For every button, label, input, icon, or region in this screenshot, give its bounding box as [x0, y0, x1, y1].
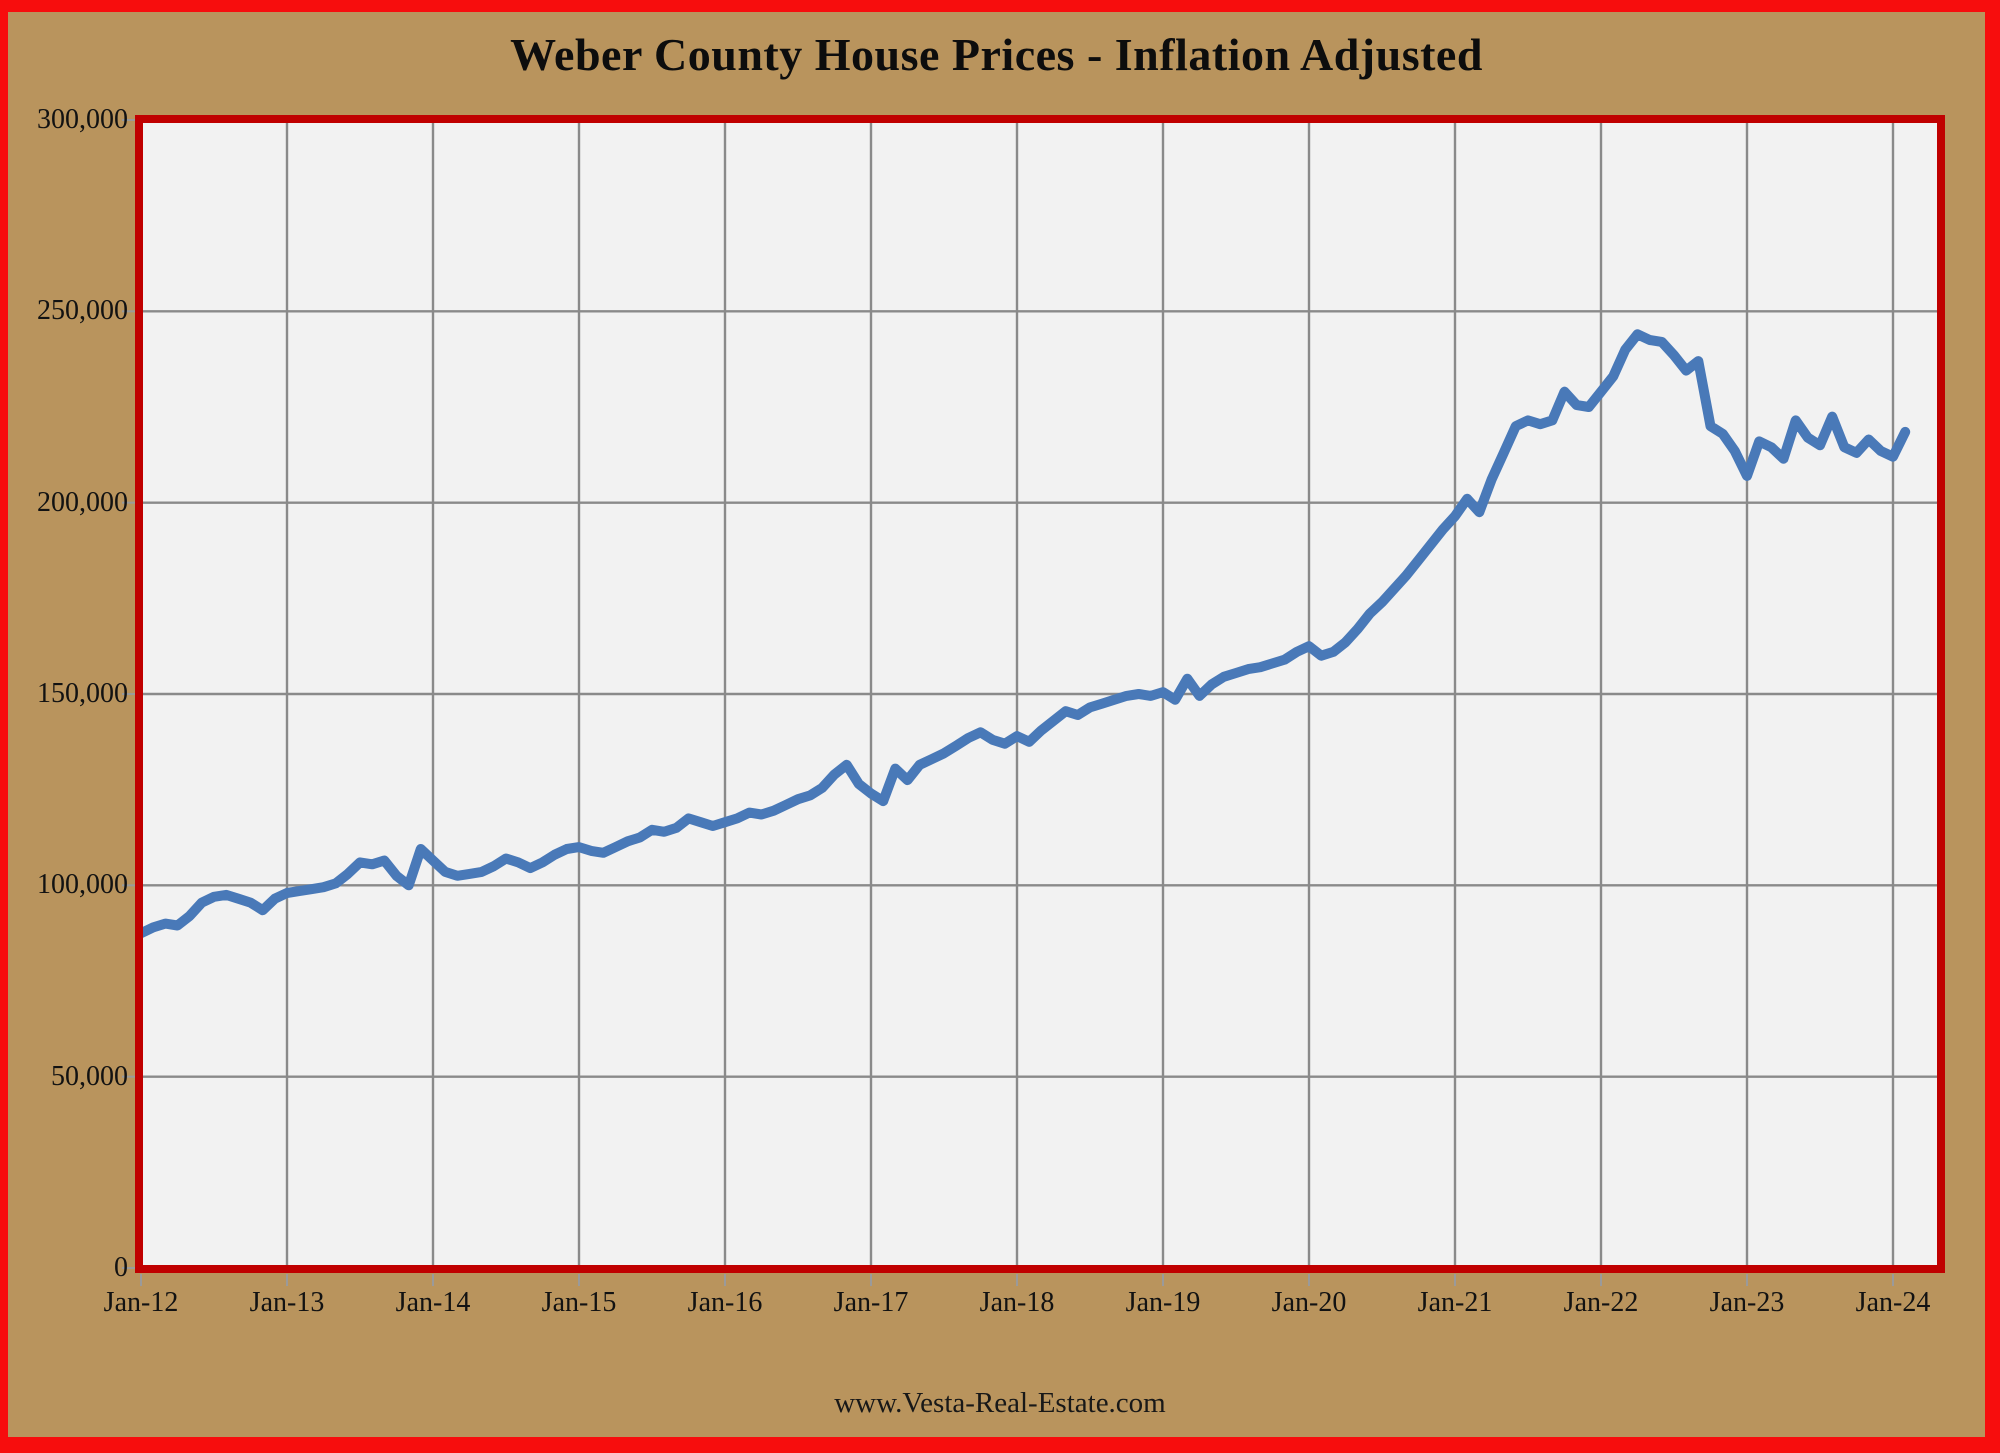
axis-ticks [122, 119, 1894, 1286]
chart-title: Weber County House Prices - Inflation Ad… [510, 29, 1483, 80]
footer-url: www.Vesta-Real-Estate.com [834, 1387, 1166, 1419]
gridlines [139, 119, 1941, 1269]
price-line [143, 329, 1911, 938]
plot-border [135, 115, 1945, 1273]
